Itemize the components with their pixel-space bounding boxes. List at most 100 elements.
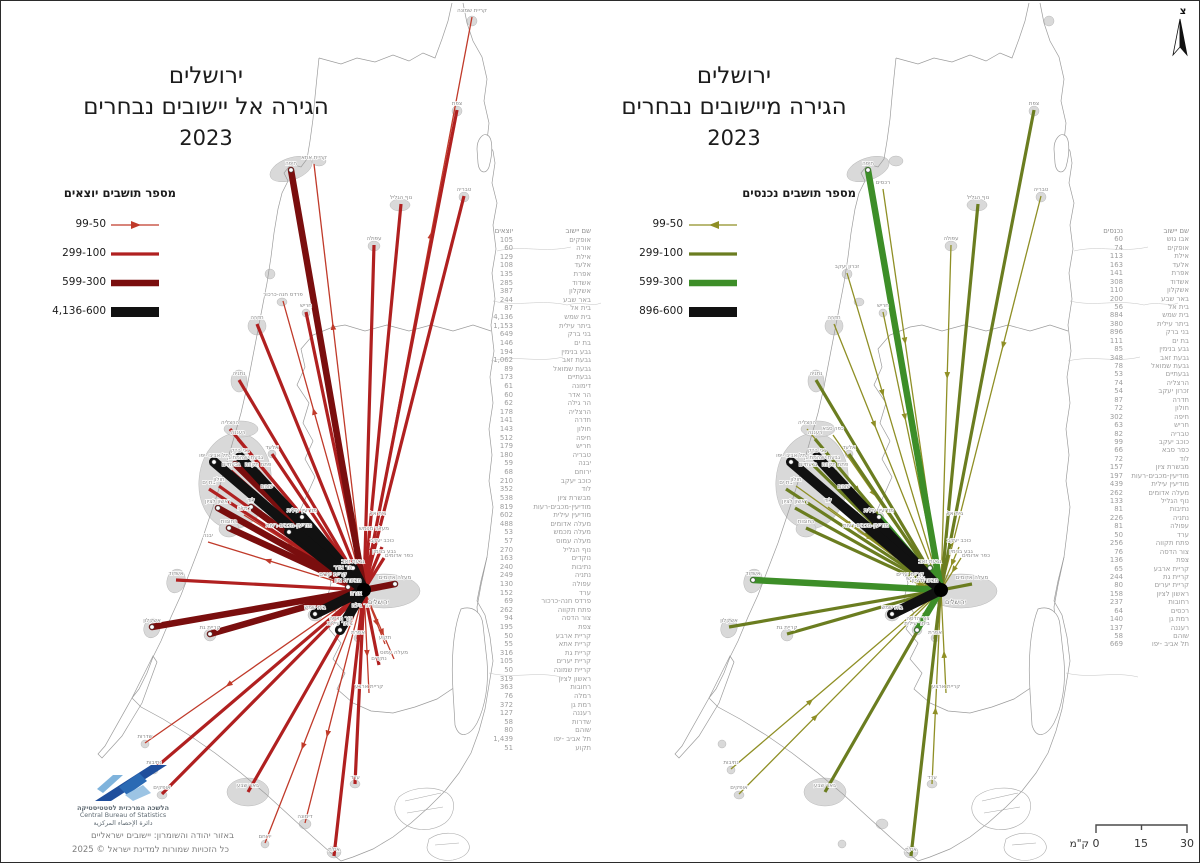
- cell-name: צפת: [578, 623, 591, 632]
- city-label: אבו גוש: [907, 576, 925, 582]
- city-label: גבע בנימין: [949, 549, 973, 555]
- neighbor-boundary: [1073, 246, 1149, 252]
- origin-dot: [337, 627, 343, 633]
- city-label: בית שמש: [881, 605, 902, 611]
- city-label: בני ברק: [231, 448, 250, 454]
- table-row: 129 אילת: [467, 253, 591, 262]
- flow-line: [255, 323, 366, 591]
- cell-count: 50: [1114, 530, 1123, 539]
- legend-line-sample: [689, 221, 737, 229]
- col-header-name: שם יישוב: [565, 227, 591, 235]
- cell-name: נוקדים: [571, 554, 591, 563]
- cell-count: 60: [504, 390, 513, 399]
- cell-name: אשקלון: [1166, 286, 1189, 295]
- table-row: 55 קריית אתא: [467, 640, 591, 649]
- city-label: חיפה: [862, 161, 874, 167]
- city-label: חיפה: [285, 161, 297, 167]
- cell-name: גבעתיים: [567, 373, 591, 382]
- title-line: 2023: [179, 126, 233, 150]
- city-label: שדרות: [137, 734, 152, 740]
- table-row: 82 טבריה: [1079, 430, 1189, 438]
- cell-name: קריית אתא: [558, 640, 591, 649]
- legend-class-label: 99-50: [75, 218, 106, 230]
- legend-line-sample: [689, 279, 737, 287]
- city-label: אשקלון: [143, 617, 161, 624]
- cell-name: אפרת: [573, 270, 591, 279]
- cell-name: לוד: [581, 485, 591, 494]
- cell-count: 129: [499, 252, 513, 261]
- scale-bar: ק"מ 0 15 30: [1070, 824, 1194, 850]
- cell-count: 76: [504, 691, 513, 700]
- urban-area: [717, 739, 727, 749]
- table-row: 244 באר שבע: [467, 296, 591, 305]
- table-row: 602 מודיעין עילית: [467, 511, 591, 520]
- city-label: בת ים: [202, 480, 215, 486]
- title-line: 2023: [707, 126, 761, 150]
- table-row: 58 שדרות: [467, 718, 591, 727]
- cell-count: 143: [499, 425, 513, 434]
- cell-count: 55: [504, 640, 513, 649]
- flow-line: [152, 588, 366, 771]
- cell-count: 352: [499, 485, 513, 494]
- cell-name: חדרה: [574, 416, 591, 425]
- cell-name: לוד: [1179, 454, 1189, 463]
- table-row: 111 בת ים: [1079, 337, 1189, 345]
- city-label: נתיבות: [146, 760, 161, 766]
- cell-name: חדרה: [1172, 395, 1189, 404]
- table-row: 146 בת ים: [467, 339, 591, 348]
- terrain-feature: [394, 787, 454, 830]
- table-row: 226 נתניה: [1079, 514, 1189, 522]
- cell-name: דימונה: [571, 381, 591, 390]
- cell-name: קריית גת: [1163, 572, 1189, 581]
- cell-name: מעלה אדומים: [1148, 488, 1189, 497]
- city-label: קריית גת: [200, 625, 221, 631]
- table-row: 173 גבעתיים: [467, 373, 591, 382]
- terrain-feature: [406, 806, 444, 814]
- cell-name: רכסים: [1170, 606, 1189, 615]
- city-label: לוד: [247, 497, 255, 504]
- cell-count: 53: [1114, 370, 1123, 379]
- panel-title-in: ירושלים הגירה מיישובים נבחרים 2023: [614, 61, 854, 154]
- table-row: 66 כפר סבא: [1079, 446, 1189, 454]
- cell-count: 69: [504, 597, 513, 606]
- flow-line: [940, 589, 948, 694]
- cell-count: 439: [1109, 480, 1123, 489]
- cell-count: 81: [1114, 505, 1123, 514]
- flow-line: [786, 457, 946, 595]
- cell-name: מודיעין עילית: [1151, 480, 1189, 489]
- city-label: גבעת זאב: [341, 559, 365, 565]
- flow-line: [909, 589, 943, 857]
- cell-count: 158: [1109, 589, 1123, 598]
- origin-dot: [299, 514, 305, 520]
- table-row: 1,153 ביתר עילית: [467, 322, 591, 331]
- cell-count: 140: [1109, 615, 1123, 624]
- jerusalem-hub-dot: [934, 583, 948, 597]
- city-label: לוד: [824, 497, 832, 504]
- table-row: 50 קריית ארבע: [467, 632, 591, 641]
- cell-name: רמת גן: [570, 700, 591, 709]
- city-label: ביתר עילית: [904, 620, 930, 627]
- cell-name: ביתר עילית: [1157, 319, 1189, 328]
- legend-class-label: 599-300: [639, 276, 683, 288]
- cell-name: קריית יערים: [556, 657, 591, 666]
- neighbor-boundary: [490, 356, 564, 362]
- cell-count: 163: [499, 554, 513, 563]
- cell-count: 244: [1109, 572, 1123, 581]
- cell-name: בית שמש: [1162, 311, 1189, 320]
- cell-count: 105: [499, 657, 513, 666]
- table-row: 60 אורה: [467, 244, 591, 253]
- cell-count: 133: [1109, 497, 1123, 505]
- table-row: 110 אשקלון: [1079, 286, 1189, 294]
- city-label: מעלה מכמש: [359, 525, 389, 532]
- flow-line: [264, 589, 365, 844]
- city-label: רמת גן: [227, 455, 243, 461]
- city-label: קריית שמונה: [457, 8, 487, 14]
- cell-name: באר שבע: [1161, 294, 1189, 303]
- flow-line: [940, 557, 962, 591]
- origin-dot: [207, 631, 213, 637]
- origin-dot: [149, 624, 155, 630]
- city-label: צפת: [452, 101, 462, 107]
- cell-name: מבשרת ציון: [557, 493, 591, 502]
